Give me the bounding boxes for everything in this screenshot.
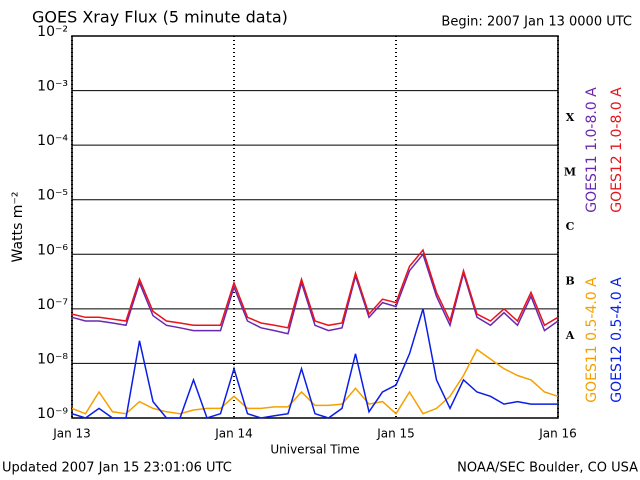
flare-class-label: X — [566, 111, 575, 124]
x-tick-label: Jan 14 — [214, 427, 253, 441]
y-tick-label: 10⁻⁸ — [37, 351, 68, 367]
y-tick-label: 10⁻³ — [37, 79, 68, 95]
footer-right: NOAA/SEC Boulder, CO USA — [457, 461, 638, 476]
legend-entry: GOES12 0.5-4.0 A — [609, 277, 625, 403]
series-line — [71, 252, 559, 335]
flare-class-label: M — [564, 165, 576, 178]
legend-entry: GOES11 1.0-8.0 A — [584, 87, 600, 213]
x-tick-label: Jan 13 — [52, 427, 91, 441]
flare-class-label: B — [565, 275, 574, 288]
y-tick-label: 10⁻⁷ — [37, 297, 68, 313]
x-tick-label: Jan 16 — [538, 427, 577, 441]
y-tick-label: 10⁻⁶ — [37, 242, 68, 258]
y-tick-label: 10⁻⁴ — [37, 133, 68, 149]
plot-frame — [71, 35, 559, 419]
y-tick-label: 10⁻² — [37, 24, 68, 40]
series-line — [71, 348, 559, 415]
y-tick-label: 10⁻⁵ — [37, 188, 68, 204]
chart-subtitle: Begin: 2007 Jan 13 0000 UTC — [441, 15, 632, 30]
legend-entry: GOES12 1.0-8.0 A — [609, 87, 625, 213]
flare-class-label: A — [565, 329, 575, 342]
x-axis-title: Universal Time — [270, 443, 359, 457]
y-axis-title: Watts m⁻² — [10, 192, 26, 263]
x-tick-label: Jan 15 — [376, 427, 415, 441]
series-line — [71, 308, 558, 419]
series-line — [71, 248, 559, 329]
footer-left: Updated 2007 Jan 15 23:01:06 UTC — [2, 461, 232, 476]
y-tick-label: 10⁻⁹ — [37, 406, 68, 422]
legend-entry: GOES11 0.5-4.0 A — [584, 277, 600, 403]
flare-class-label: C — [566, 220, 575, 233]
chart-title: GOES Xray Flux (5 minute data) — [32, 8, 288, 27]
